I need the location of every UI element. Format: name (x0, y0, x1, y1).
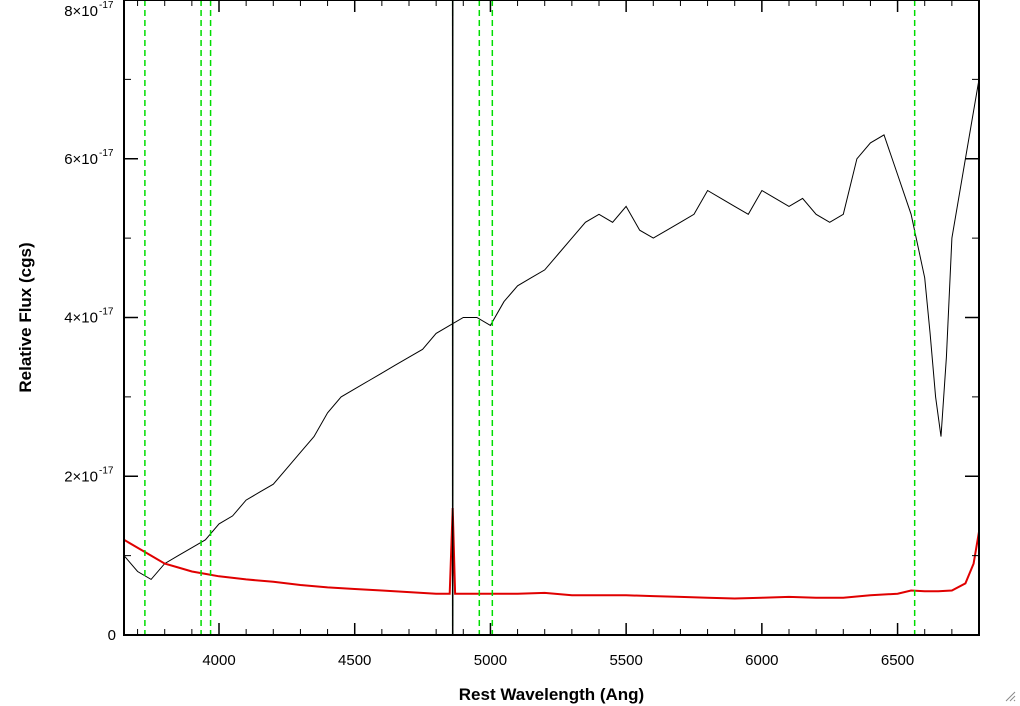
y-axis: 02×10 -174×10 -176×10 -178×10 -17 (64, 0, 979, 644)
series-line-1 (123, 507, 980, 600)
x-tick-label: 4000 (202, 652, 235, 669)
plot-area (123, 0, 980, 635)
x-tick-label: 4500 (338, 652, 371, 669)
y-tick-exponent: -17 (99, 307, 114, 318)
y-tick-exponent: -17 (99, 148, 114, 159)
plot-frame (123, 0, 980, 636)
x-axis-title: Rest Wavelength (Ang) (459, 685, 644, 704)
x-tick-label: 6000 (745, 652, 778, 669)
y-tick-label: 6×10 (64, 151, 98, 168)
x-axis: 4000 4500 5000 5500 6000 6500 (137, 0, 980, 669)
y-tick-label: 8×10 (64, 3, 98, 20)
y-axis-title: Relative Flux (cgs) (16, 242, 35, 392)
y-tick-label: 2×10 (64, 468, 98, 485)
x-tick-label: 5000 (474, 652, 507, 669)
x-tick-label: 6500 (881, 652, 914, 669)
y-tick-exponent: -17 (99, 465, 114, 476)
y-tick-exponent: -17 (99, 0, 114, 11)
series-line-0 (123, 79, 980, 581)
y-tick-label: 4×10 (64, 310, 98, 327)
y-tick-label: 0 (108, 627, 116, 644)
x-tick-label: 5500 (609, 652, 642, 669)
resize-grip-icon[interactable] (1004, 690, 1016, 702)
